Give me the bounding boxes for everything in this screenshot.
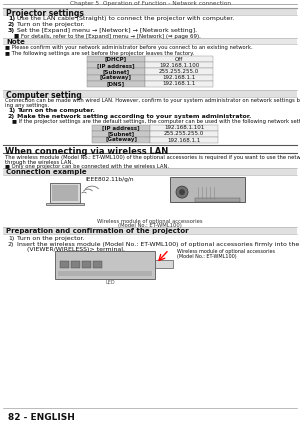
Text: Computer setting: Computer setting (6, 91, 82, 100)
Bar (92, 125, 150, 131)
Bar (3, 38, 297, 44)
Text: ing any settings.: ing any settings. (5, 103, 49, 108)
Bar (145, 75, 213, 81)
Text: When connecting via wireless LAN: When connecting via wireless LAN (5, 147, 168, 156)
Bar (58, 271, 152, 276)
Text: (Model No.: ET-WML100): (Model No.: ET-WML100) (118, 223, 182, 228)
Text: Set the [Expand] menu → [Network] → [Network setting].: Set the [Expand] menu → [Network] → [Net… (17, 28, 197, 33)
Text: Turn on the computer.: Turn on the computer. (17, 108, 95, 113)
Text: ■ Only one projector can be connected with the wireless LAN.: ■ Only one projector can be connected wi… (5, 164, 169, 169)
Text: 192.168.1.101: 192.168.1.101 (164, 125, 204, 130)
Text: 192.168.1.1: 192.168.1.1 (162, 81, 196, 86)
Text: 2): 2) (8, 242, 14, 247)
Bar (87, 68, 145, 75)
Circle shape (179, 189, 185, 195)
Text: [DNS]: [DNS] (107, 81, 125, 86)
Text: 1): 1) (8, 16, 15, 21)
Text: 1): 1) (8, 236, 14, 241)
Text: 192.168.1.1: 192.168.1.1 (167, 137, 201, 142)
Text: Note: Note (6, 39, 25, 45)
Text: ■ If the projector settings are the default settings, the computer can be used w: ■ If the projector settings are the defa… (12, 120, 300, 125)
Bar (92, 131, 150, 137)
Bar (92, 137, 150, 143)
Text: 3): 3) (8, 28, 15, 33)
Text: Make the network setting according to your system administrator.: Make the network setting according to yo… (17, 114, 251, 119)
Bar (50, 183, 80, 203)
Bar (93, 261, 102, 268)
Text: 255.255.255.0: 255.255.255.0 (164, 131, 204, 136)
Bar (82, 261, 91, 268)
Bar (145, 62, 213, 68)
Text: Turn on the projector.: Turn on the projector. (17, 236, 85, 241)
Text: Projector settings: Projector settings (6, 9, 84, 18)
Text: 255.255.255.0: 255.255.255.0 (159, 69, 199, 74)
Text: Chapter 5  Operation of Function - Network connection: Chapter 5 Operation of Function - Networ… (70, 1, 230, 6)
Bar (60, 261, 69, 268)
Bar (145, 81, 213, 87)
Text: 192.168.1.1: 192.168.1.1 (162, 75, 196, 80)
Bar (87, 62, 145, 68)
Text: ■ The following settings are set before the projector leaves the factory.: ■ The following settings are set before … (5, 50, 194, 56)
Bar (150, 137, 218, 143)
Bar (55, 251, 155, 279)
Text: Wireless module of optional accessories: Wireless module of optional accessories (97, 219, 203, 224)
Text: ■ For details, refer to the [Expand] menu → [Network] (⇒ page 69).: ■ For details, refer to the [Expand] men… (14, 34, 201, 39)
Bar (87, 75, 145, 81)
Text: Preparation and confirmation of the projector: Preparation and confirmation of the proj… (6, 228, 189, 234)
Bar (195, 198, 240, 202)
Bar (3, 168, 297, 175)
Text: Connection can be made with wired LAN. However, confirm to your system administr: Connection can be made with wired LAN. H… (5, 98, 300, 103)
Text: Insert the wireless module (Model No.: ET-WML100) of optional accessories firmly: Insert the wireless module (Model No.: E… (17, 242, 300, 247)
Bar (46, 203, 84, 205)
Text: [Gateway]: [Gateway] (100, 75, 132, 80)
Text: 2): 2) (8, 114, 15, 119)
Bar (71, 261, 80, 268)
Bar (3, 90, 297, 97)
Bar (150, 125, 218, 131)
Text: LED: LED (105, 279, 115, 285)
Text: [IP address]: [IP address] (97, 63, 135, 68)
Text: 192.168.1.100: 192.168.1.100 (159, 63, 199, 68)
Bar (52, 185, 78, 201)
Text: [Subnet]: [Subnet] (107, 131, 135, 136)
Text: Turn on the projector.: Turn on the projector. (17, 22, 85, 27)
Circle shape (176, 186, 188, 198)
Bar (3, 227, 297, 234)
Text: Wireless module of optional accessories: Wireless module of optional accessories (177, 248, 275, 254)
Bar (170, 177, 245, 202)
Text: The wireless module (Model No.: ET-WML100) of the optional accessories is requir: The wireless module (Model No.: ET-WML10… (5, 155, 300, 160)
Text: through the wireless LAN.: through the wireless LAN. (5, 159, 73, 165)
Text: Use the LAN cable (Straight) to connect the projector with computer.: Use the LAN cable (Straight) to connect … (17, 16, 234, 21)
Text: (Model No.: ET-WML100): (Model No.: ET-WML100) (177, 254, 237, 259)
Bar (150, 131, 218, 137)
Bar (3, 8, 297, 15)
Bar (145, 68, 213, 75)
Text: [IP address]: [IP address] (102, 125, 140, 130)
Text: Connection example: Connection example (6, 169, 87, 175)
Text: Off: Off (175, 56, 183, 61)
Bar (87, 81, 145, 87)
Text: 82 - ENGLISH: 82 - ENGLISH (8, 413, 75, 422)
Text: 2): 2) (8, 22, 15, 27)
Text: [DHCP]: [DHCP] (105, 56, 127, 61)
Text: [Gateway]: [Gateway] (105, 137, 137, 142)
Bar (155, 259, 173, 268)
Text: [Subnet]: [Subnet] (102, 69, 130, 74)
Bar (87, 56, 145, 62)
Text: (VIEWER/WIRELESS)> terminal.: (VIEWER/WIRELESS)> terminal. (17, 247, 125, 251)
Text: 1): 1) (8, 108, 15, 113)
Text: IEEE802.11b/g/n: IEEE802.11b/g/n (86, 177, 134, 182)
Text: ■ Please confirm with your network administrator before you connect to an existi: ■ Please confirm with your network admin… (5, 45, 253, 50)
Bar (145, 56, 213, 62)
